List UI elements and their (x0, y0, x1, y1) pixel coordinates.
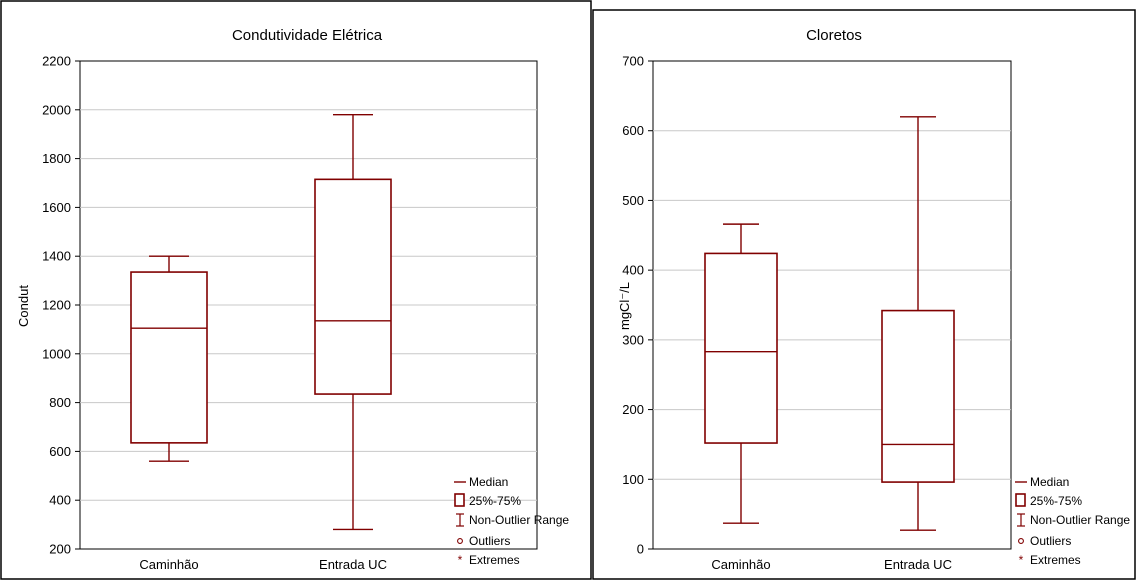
y-tick-label: 500 (622, 193, 644, 208)
y-ticks: 200 400 600 800 1000 1200 1400 1600 1800 2000 2200 (42, 54, 80, 557)
y-tick-label: 1000 (42, 346, 71, 361)
y-tick-label: 400 (622, 263, 644, 278)
y-tick-label: 1400 (42, 249, 71, 264)
y-tick-label: 0 (637, 542, 644, 557)
boxes (130, 113, 392, 531)
y-tick-label: 200 (49, 542, 71, 557)
y-tick-label: 700 (622, 54, 644, 69)
y-tick-label: 800 (49, 395, 71, 410)
legend-extremes-label: Extremes (469, 553, 520, 567)
x-tick-label: Caminhão (711, 557, 770, 572)
y-tick-label: 1800 (42, 151, 71, 166)
chart-title: Cloretos (806, 27, 862, 44)
x-tick-label: Entrada UC (884, 557, 952, 572)
iqr-box (130, 271, 208, 444)
legend-median-label: Median (1030, 475, 1069, 489)
y-tick-label: 400 (49, 493, 71, 508)
panel-border (592, 9, 1136, 580)
legend-outliers-label: Outliers (469, 534, 510, 548)
y-tick-label: 1200 (42, 298, 71, 313)
legend-extremes-swatch: * (458, 553, 463, 567)
y-axis-label: Condut (16, 285, 31, 327)
y-axis-label: mgCl⁻/L (617, 282, 632, 330)
iqr-box (881, 309, 955, 483)
legend-range-label: Non-Outlier Range (469, 513, 569, 527)
iqr-box (704, 252, 778, 444)
legend-extremes-label: Extremes (1030, 553, 1081, 567)
legend-range-label: Non-Outlier Range (1030, 513, 1130, 527)
y-tick-label: 1600 (42, 200, 71, 215)
legend-range-swatch (1017, 513, 1025, 527)
conductivity-panel: Condutividade Elétrica Condut 200 400 600 8… (0, 0, 592, 580)
x-tick-labels: Caminhão Entrada UC (139, 557, 387, 572)
chart-title: Condutividade Elétrica (232, 27, 383, 44)
x-tick-labels: Caminhão Entrada UC (711, 557, 952, 572)
chlorides-panel: Cloretos mgCl⁻/L 0100200300400500600700 … (592, 9, 1136, 580)
legend: Median 25%-75% Non-Outlier Range Outlier… (1015, 475, 1130, 567)
y-ticks: 0 100 200 300 400 500 600 700 (622, 54, 653, 557)
legend-median-label: Median (469, 475, 508, 489)
x-tick-label: Caminhão (139, 557, 198, 572)
legend-outliers-label: Outliers (1030, 534, 1071, 548)
x-tick-label: Entrada UC (319, 557, 387, 572)
y-tick-label: 2200 (42, 54, 71, 69)
y-tick-label: 300 (622, 332, 644, 347)
legend-extremes-swatch: * (1019, 553, 1024, 567)
legend-outliers-swatch (457, 538, 463, 544)
legend-box-label: 25%-75% (1030, 494, 1082, 508)
legend-box-swatch (454, 493, 465, 507)
y-tick-label: 200 (622, 402, 644, 417)
legend-range-swatch (456, 513, 464, 527)
y-tick-label: 100 (622, 472, 644, 487)
legend-box-label: 25%-75% (469, 494, 521, 508)
y-tick-label: 2000 (42, 102, 71, 117)
legend-outliers-swatch (1018, 538, 1024, 544)
panel-border (0, 0, 592, 580)
y-tick-label: 600 (49, 444, 71, 459)
legend-box-swatch (1015, 493, 1026, 507)
y-tick-label: 600 (622, 123, 644, 138)
iqr-box (314, 178, 392, 395)
legend: Median 25%-75% Non-Outlier Range Outlier… (454, 475, 569, 567)
boxes (704, 116, 955, 531)
